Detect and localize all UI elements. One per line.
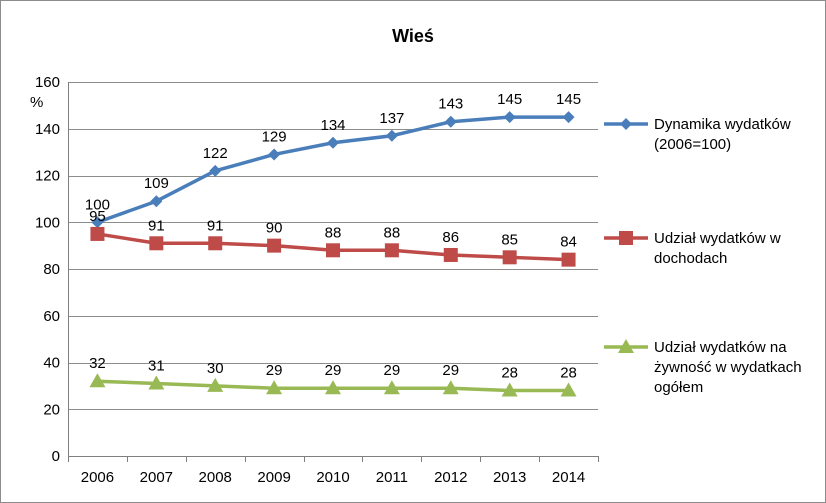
data-point-square	[149, 236, 164, 251]
data-point-square	[502, 250, 517, 265]
gridlines	[68, 82, 598, 410]
x-tick-label: 2013	[493, 469, 526, 486]
data-labels: 100 109 122 129 134 137 143 145 145 95 91 91 90 88 88 8…	[85, 91, 581, 381]
data-point-square	[326, 243, 340, 258]
y-tick-label: 0	[52, 448, 60, 465]
data-label: 28	[501, 365, 518, 382]
data-label: 122	[203, 145, 228, 162]
legend-label: dochodach	[654, 250, 727, 267]
data-label: 145	[497, 91, 522, 108]
x-tick-label: 2006	[81, 469, 114, 486]
x-tick-label: 2008	[199, 469, 232, 486]
data-point-square	[561, 252, 576, 267]
data-point-triangle	[325, 380, 341, 395]
x-tick-label: 2007	[140, 469, 173, 486]
data-label: 31	[148, 358, 165, 375]
data-point-diamond	[562, 111, 575, 124]
y-axis-unit-label: %	[30, 94, 43, 111]
data-point-diamond	[620, 118, 632, 130]
legend-label: Udział wydatków na	[654, 339, 787, 356]
data-point-square	[208, 236, 223, 251]
data-point-triangle	[560, 382, 577, 397]
data-label: 143	[438, 96, 463, 113]
x-tick-label: 2010	[316, 469, 349, 486]
data-label: 91	[148, 217, 165, 234]
data-point-triangle	[266, 380, 283, 395]
x-tick-label: 2011	[376, 469, 408, 486]
data-label: 137	[379, 110, 404, 127]
legend-label: Udział wydatków w	[654, 230, 781, 247]
data-label: 29	[384, 362, 401, 379]
x-tick-label: 2009	[257, 469, 290, 486]
y-tick-label: 20	[43, 401, 60, 418]
data-point-diamond	[444, 115, 457, 128]
data-point-diamond	[268, 148, 281, 161]
series-1	[91, 111, 575, 229]
series-3	[89, 373, 577, 397]
legend-label: ogółem	[654, 379, 703, 396]
y-tick-label: 60	[43, 308, 60, 325]
data-point-triangle	[383, 380, 400, 395]
data-label: 29	[266, 362, 283, 379]
data-point-diamond	[327, 136, 339, 149]
data-point-square	[619, 231, 633, 245]
data-point-triangle	[442, 380, 459, 395]
data-label: 90	[266, 220, 283, 237]
y-tick-label: 120	[35, 168, 60, 185]
data-point-square	[384, 243, 399, 258]
legend-label: żywność w wydatkach	[654, 359, 802, 376]
data-point-square	[90, 226, 105, 241]
data-point-triangle	[618, 339, 634, 353]
data-label: 100	[85, 196, 110, 213]
data-point-square	[267, 238, 282, 253]
legend-entry-3: Udział wydatków na żywność w wydatkach ogó…	[604, 339, 802, 396]
y-tick-label: 80	[43, 261, 60, 278]
data-point-triangle	[89, 373, 106, 388]
data-label: 86	[442, 229, 459, 246]
data-label: 29	[442, 362, 459, 379]
data-label: 109	[144, 175, 169, 192]
data-label: 85	[501, 231, 518, 248]
data-label: 29	[325, 362, 342, 379]
data-label: 129	[262, 128, 287, 145]
data-point-square	[443, 247, 458, 262]
legend-label: (2006=100)	[654, 136, 731, 153]
x-tick-label: 2014	[552, 469, 585, 486]
data-label: 88	[384, 224, 401, 241]
data-point-triangle	[207, 377, 224, 392]
y-tick-label: 100	[35, 214, 60, 231]
legend-label: Dynamika wydatków	[654, 116, 791, 133]
data-point-diamond	[91, 216, 104, 229]
legend-entry-2: Udział wydatków w dochodach	[604, 230, 781, 267]
axes: 0 20 40 60 80 100 120 140 160 2006 2007 2008 2009 201…	[35, 74, 599, 486]
data-label: 91	[207, 217, 224, 234]
x-tick-label: 2012	[434, 469, 467, 486]
series	[89, 111, 577, 397]
data-label: 134	[320, 117, 345, 134]
legend: Dynamika wydatków (2006=100) Udział wydatk…	[604, 116, 802, 396]
y-tick-label: 140	[35, 121, 60, 138]
y-tick-label: 160	[35, 74, 60, 91]
data-point-triangle	[148, 375, 165, 390]
series-2	[90, 226, 576, 267]
data-label: 88	[325, 224, 342, 241]
data-point-diamond	[209, 164, 222, 177]
y-tick-label: 40	[43, 355, 60, 372]
data-label: 95	[89, 208, 106, 225]
data-point-diamond	[150, 195, 163, 208]
data-label: 28	[560, 365, 577, 382]
legend-entry-1: Dynamika wydatków (2006=100)	[604, 116, 791, 153]
data-label: 32	[89, 355, 106, 372]
data-point-diamond	[385, 129, 398, 142]
chart-title: Wieś	[392, 26, 434, 46]
data-point-diamond	[503, 111, 516, 124]
data-point-triangle	[501, 382, 518, 397]
data-label: 30	[207, 360, 224, 377]
data-label: 84	[560, 234, 577, 251]
data-label: 145	[556, 91, 581, 108]
